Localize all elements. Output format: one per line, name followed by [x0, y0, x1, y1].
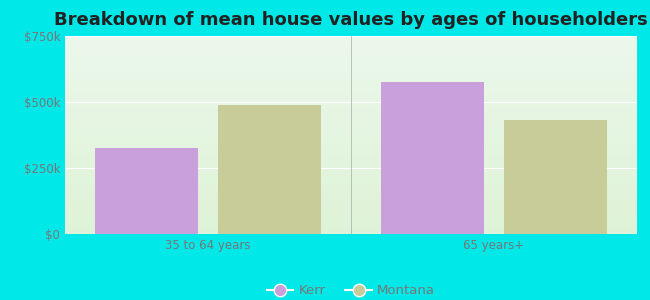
Bar: [65, 59, 637, 62]
Bar: [65, 178, 637, 181]
Bar: [65, 89, 637, 92]
Bar: [65, 49, 637, 52]
Bar: [65, 125, 637, 128]
Bar: [381, 82, 484, 234]
Bar: [65, 158, 637, 161]
Bar: [65, 112, 637, 115]
Bar: [65, 218, 637, 221]
Bar: [65, 82, 637, 85]
Bar: [65, 152, 637, 155]
Bar: [65, 198, 637, 201]
Bar: [95, 148, 198, 234]
Bar: [65, 175, 637, 178]
Bar: [65, 135, 637, 138]
Bar: [65, 132, 637, 135]
Bar: [65, 95, 637, 99]
Bar: [65, 43, 637, 46]
Bar: [65, 79, 637, 82]
Bar: [65, 201, 637, 204]
Bar: [65, 171, 637, 175]
Bar: [65, 99, 637, 102]
Bar: [65, 204, 637, 208]
Bar: [65, 191, 637, 194]
Bar: [65, 56, 637, 59]
Bar: [65, 76, 637, 79]
Bar: [65, 194, 637, 198]
Bar: [65, 227, 637, 231]
Bar: [65, 161, 637, 165]
Bar: [65, 221, 637, 224]
Bar: [65, 142, 637, 145]
Bar: [65, 62, 637, 66]
Bar: [65, 211, 637, 214]
Bar: [65, 102, 637, 105]
Bar: [65, 85, 637, 89]
Bar: [65, 109, 637, 112]
Title: Breakdown of mean house values by ages of householders: Breakdown of mean house values by ages o…: [54, 11, 648, 29]
Bar: [65, 105, 637, 109]
Bar: [504, 121, 607, 234]
Bar: [65, 231, 637, 234]
Bar: [65, 39, 637, 43]
Bar: [65, 122, 637, 125]
Bar: [65, 46, 637, 49]
Bar: [65, 155, 637, 158]
Bar: [218, 105, 321, 234]
Bar: [65, 66, 637, 69]
Bar: [65, 145, 637, 148]
Bar: [65, 36, 637, 39]
Bar: [65, 115, 637, 118]
Bar: [65, 52, 637, 56]
Bar: [65, 138, 637, 142]
Bar: [65, 214, 637, 218]
Bar: [65, 118, 637, 122]
Bar: [65, 148, 637, 152]
Bar: [65, 69, 637, 72]
Bar: [65, 184, 637, 188]
Bar: [65, 165, 637, 168]
Bar: [65, 181, 637, 184]
Bar: [65, 128, 637, 132]
Bar: [65, 188, 637, 191]
Bar: [65, 224, 637, 227]
Bar: [65, 92, 637, 95]
Bar: [65, 208, 637, 211]
Bar: [65, 72, 637, 76]
Bar: [65, 168, 637, 171]
Legend: Kerr, Montana: Kerr, Montana: [262, 279, 440, 300]
